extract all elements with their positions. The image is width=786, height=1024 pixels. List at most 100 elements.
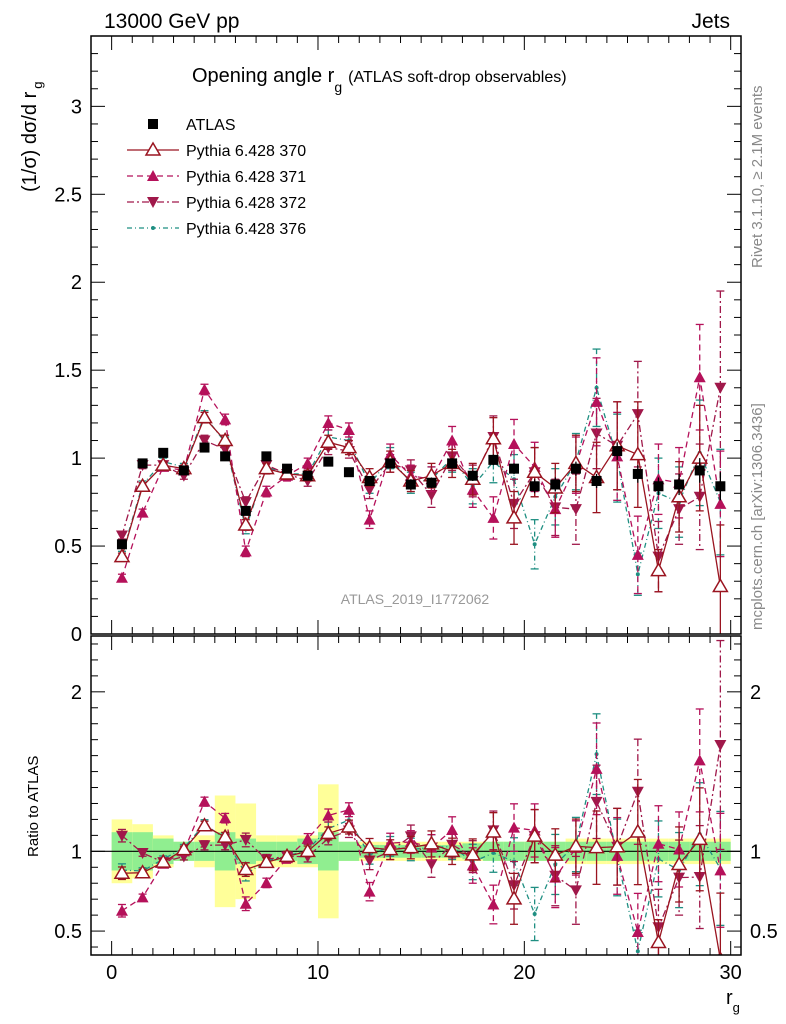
legend-marker xyxy=(144,141,162,156)
atlas-point xyxy=(653,481,664,492)
p371-point xyxy=(239,545,252,557)
legend: ATLAS Pythia 6.428 370 Pythia 6.428 371 Pyt… xyxy=(127,117,306,238)
p372-point xyxy=(363,855,376,867)
p371-point xyxy=(508,438,521,450)
p372-series xyxy=(115,290,727,593)
legend-label: Pythia 6.428 371 xyxy=(186,169,306,186)
p371-point xyxy=(590,395,603,407)
p370-point xyxy=(216,432,234,447)
p370-point xyxy=(134,477,151,493)
p370-point xyxy=(154,456,172,471)
p370-series xyxy=(113,778,725,955)
ratio-y-tick-label-right: 2 xyxy=(750,682,761,704)
x-tick-label: 10 xyxy=(307,962,329,984)
p371-point xyxy=(219,812,232,824)
y-axis-label-ratio: Ratio to ATLAS xyxy=(25,756,42,857)
p371-point xyxy=(198,383,211,395)
y-tick-label: 1.5 xyxy=(54,360,82,382)
ratio-y-tick-label-left: 1 xyxy=(71,841,82,863)
p370-point xyxy=(588,839,605,854)
p370-point xyxy=(154,853,172,868)
p370-point xyxy=(608,838,626,853)
p370-point xyxy=(113,548,131,563)
atlas-point xyxy=(509,463,520,474)
p372-point xyxy=(363,484,376,496)
p370-point xyxy=(629,446,647,461)
p376-point xyxy=(532,911,537,916)
y-tick-label: 0 xyxy=(71,624,82,646)
p370-point xyxy=(505,509,523,524)
p371-point xyxy=(487,898,500,910)
p372-point xyxy=(569,885,582,897)
atlas-point xyxy=(715,481,726,492)
p370-point xyxy=(423,835,440,850)
p370-point xyxy=(319,433,337,449)
atlas-point xyxy=(199,442,210,453)
y-tick-label: 1 xyxy=(71,448,82,470)
chart-title: Opening angle rg (ATLAS soft-drop observa… xyxy=(192,65,567,95)
ratio-panel xyxy=(91,639,741,955)
x-tick-label: 0 xyxy=(106,962,117,984)
title-sub: g xyxy=(334,79,342,95)
p370-point xyxy=(526,827,543,842)
atlas-point xyxy=(282,463,293,474)
main-panel xyxy=(113,290,729,634)
p370-point xyxy=(670,855,688,871)
atlas-point xyxy=(158,447,169,458)
axes: 0 10 20 30 0 0.5 1 1.5 2 2.5 3 0.5 0.5 1 1 2 2 xyxy=(54,35,778,984)
p371-point xyxy=(693,754,706,766)
legend-marker xyxy=(147,197,159,208)
atlas-point xyxy=(385,458,396,469)
p370-point xyxy=(196,817,213,832)
p371-point xyxy=(487,511,500,523)
y-tick-label: 0.5 xyxy=(54,536,82,558)
atlas-point xyxy=(426,477,437,488)
p370-point xyxy=(216,828,234,843)
analysis-watermark: ATLAS_2019_I1772062 xyxy=(341,591,490,607)
atlas-point xyxy=(612,446,623,457)
atlas-series xyxy=(116,442,726,550)
legend-label: Pythia 6.428 376 xyxy=(186,221,306,238)
p370-point xyxy=(258,460,275,475)
legend-marker xyxy=(147,170,159,181)
p370-point xyxy=(650,933,667,949)
legend-entry: Pythia 6.428 372 xyxy=(127,195,306,212)
y-tick-label: 2.5 xyxy=(54,184,82,206)
ratio-frame xyxy=(90,635,742,956)
p371-point xyxy=(652,837,665,849)
title-main: Opening angle r xyxy=(192,65,335,87)
legend-label: Pythia 6.428 370 xyxy=(186,143,306,160)
y-axis-label-main: (1/σ) dσ/d r g xyxy=(19,82,45,193)
p370-point xyxy=(381,841,399,856)
p370-point xyxy=(567,837,585,852)
p372-point xyxy=(425,490,438,502)
p372-point xyxy=(115,530,128,542)
ylabel-main-text: (1/σ) dσ/d r xyxy=(19,91,41,192)
p371-point xyxy=(136,891,149,903)
p370-point xyxy=(650,562,667,577)
p370-point xyxy=(505,890,523,905)
atlas-point xyxy=(550,479,561,490)
p372-point xyxy=(239,497,252,509)
p372-point xyxy=(219,444,232,456)
p370-point xyxy=(691,830,709,846)
p370-point xyxy=(340,439,358,454)
p370-point xyxy=(443,842,461,858)
p371-point xyxy=(136,506,149,518)
p376-line xyxy=(121,385,721,575)
p371-point xyxy=(260,876,273,888)
p376-point xyxy=(635,572,640,577)
p371-line xyxy=(121,760,722,933)
p371-point xyxy=(198,795,211,807)
xlabel-text: r xyxy=(726,987,733,1009)
p371-line xyxy=(121,377,722,578)
p370-point xyxy=(712,578,729,593)
p372-line xyxy=(121,744,722,930)
p371-point xyxy=(693,371,706,383)
p376-point xyxy=(594,385,599,390)
p371-point xyxy=(342,803,355,815)
atlas-point xyxy=(343,467,354,478)
atlas-point xyxy=(137,458,148,469)
p371-point xyxy=(631,548,644,560)
